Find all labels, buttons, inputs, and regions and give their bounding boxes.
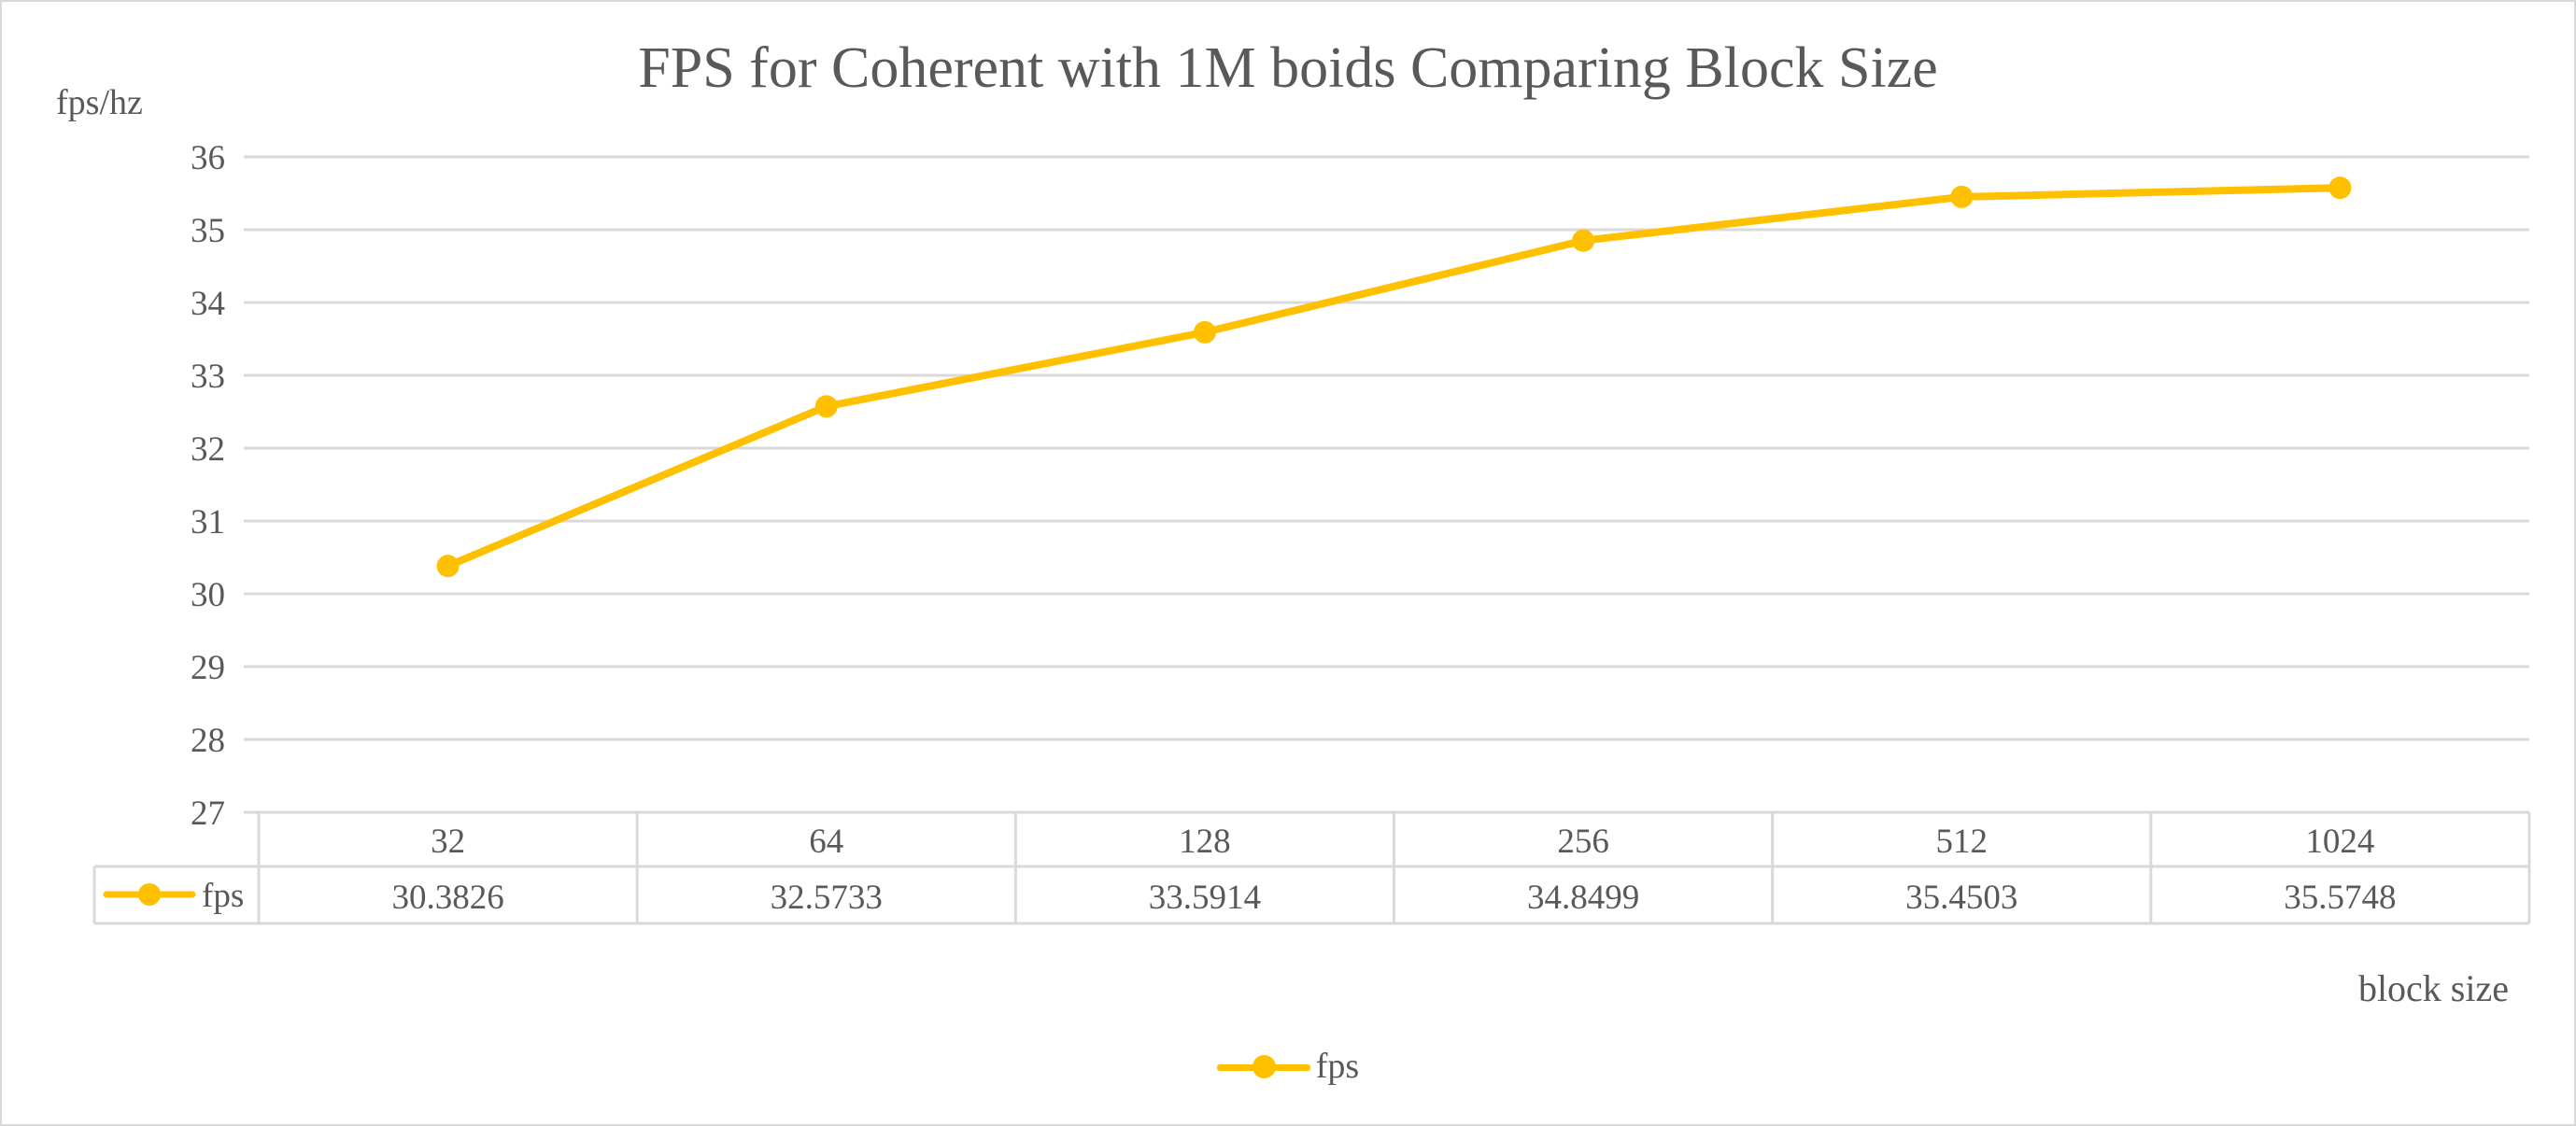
x-tick-label: 256: [1557, 823, 1609, 861]
legend-swatch: [1216, 1052, 1310, 1080]
data-label: 32.5733: [771, 879, 883, 917]
data-point: [814, 395, 838, 418]
legend: fps: [2, 1046, 2574, 1087]
y-tick-label: 33: [191, 358, 225, 396]
x-axis-label: block size: [2357, 967, 2509, 1009]
x-tick-label: 512: [1936, 823, 1989, 861]
data-point: [1950, 185, 1974, 208]
y-tick-label: 30: [191, 576, 225, 614]
data-label: 35.5748: [2284, 879, 2396, 917]
data-point: [436, 555, 460, 578]
legend-label: fps: [1315, 1047, 1360, 1086]
x-tick-label: 128: [1179, 823, 1231, 861]
y-tick-label: 27: [191, 795, 225, 833]
y-tick-label: 28: [191, 722, 225, 760]
x-tick-label: 32: [431, 823, 465, 861]
y-tick-label: 34: [191, 285, 225, 323]
series-line-fps: [444, 184, 2344, 570]
y-tick-label: 36: [191, 139, 225, 177]
y-tick-label: 32: [191, 430, 225, 469]
table-legend-key-marker: [138, 883, 161, 906]
data-point: [1193, 320, 1216, 344]
data-label: 33.5914: [1149, 879, 1261, 917]
data-point: [2328, 176, 2352, 200]
y-tick-label: 31: [191, 503, 225, 542]
y-axis-label: fps/hz: [56, 83, 143, 122]
data-label: 35.4503: [1905, 879, 2017, 917]
y-tick-label: 29: [191, 649, 225, 687]
data-label: 34.8499: [1527, 879, 1639, 917]
x-tick-label: 64: [809, 823, 843, 861]
data-point: [1572, 229, 1595, 252]
data-label: 30.3826: [391, 879, 503, 917]
legend-item-fps: fps: [1216, 1046, 1360, 1087]
table-row-label: fps: [202, 877, 244, 915]
y-tick-label: 35: [191, 212, 225, 250]
chart-title: FPS for Coherent with 1M boids Comparing…: [638, 36, 1938, 100]
x-tick-label: 1024: [2305, 823, 2374, 861]
